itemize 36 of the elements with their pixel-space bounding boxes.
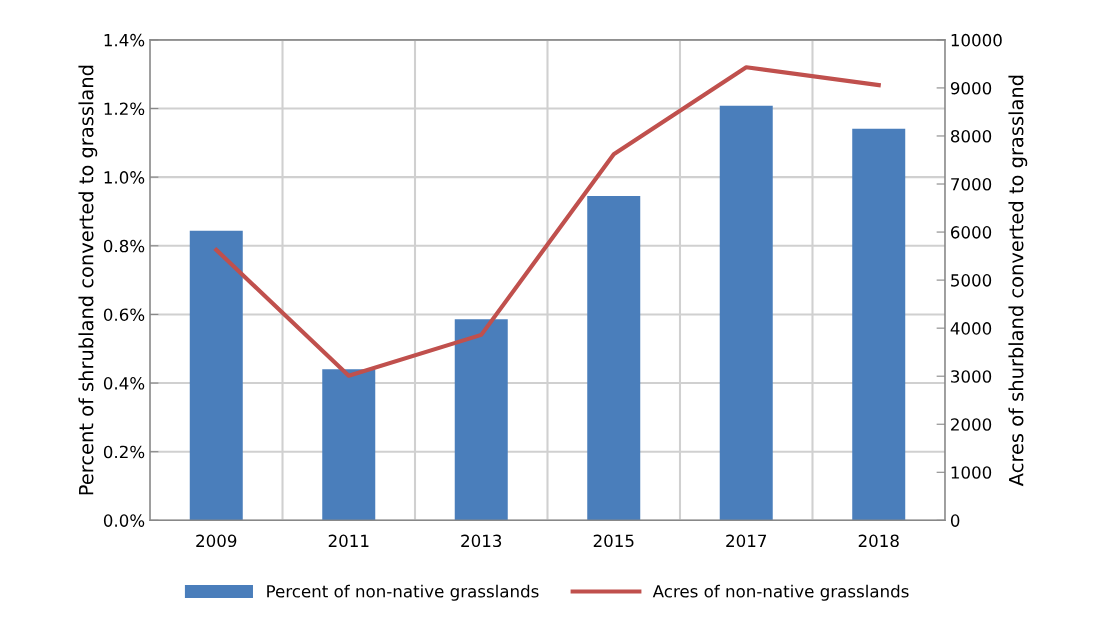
y2-tick-label: 6000 (951, 226, 992, 239)
y-tick-label: 0.4% (103, 377, 145, 390)
y-tick-label: 1.4% (104, 33, 145, 47)
bar (719, 105, 773, 521)
y2-tick-label: 9000 (950, 81, 992, 95)
y-tick-label: 0.8% (103, 239, 145, 253)
y2-tick-label: 1000 (951, 466, 992, 479)
y2-tick-label: 3000 (951, 370, 992, 383)
x-tick-label: 2011 (328, 534, 369, 548)
bar (322, 369, 376, 521)
legend-label: Acres of non-native grasslands (652, 584, 909, 601)
y-tick-label: 0.6% (103, 308, 145, 321)
bar (852, 128, 906, 521)
y2-tick-label: 4000 (950, 322, 992, 335)
y2-tick-label: 0 (950, 514, 960, 527)
x-tick-label: 2009 (196, 534, 237, 548)
legend-label: Percent of non-native grasslands (267, 584, 539, 601)
line-series (214, 65, 881, 378)
x-tick-label: 2015 (593, 534, 634, 548)
y-tick-label: 0.2% (103, 445, 145, 459)
y2-tick-label: 8000 (950, 129, 992, 143)
y2-tick-label: 2000 (951, 418, 992, 431)
y-axis-title: Percent of shrubland converted to grassland (78, 65, 98, 495)
bar (587, 196, 641, 521)
bar (454, 319, 508, 521)
y2-axis-title: Acres of shurbland converted to grassland (1008, 75, 1028, 487)
y-tick-label: 1.2% (104, 102, 145, 116)
x-tick-label: 2017 (726, 534, 767, 548)
bar (189, 230, 243, 521)
x-tick-label: 2013 (461, 534, 502, 548)
y2-tick-label: 7000 (951, 177, 992, 191)
y-tick-label: 0.0% (103, 514, 145, 527)
y2-tick-label: 5000 (951, 274, 992, 287)
y2-tick-label: 10000 (951, 33, 1002, 47)
y-tick-label: 1.0% (104, 171, 145, 184)
x-tick-label: 2018 (858, 534, 899, 548)
